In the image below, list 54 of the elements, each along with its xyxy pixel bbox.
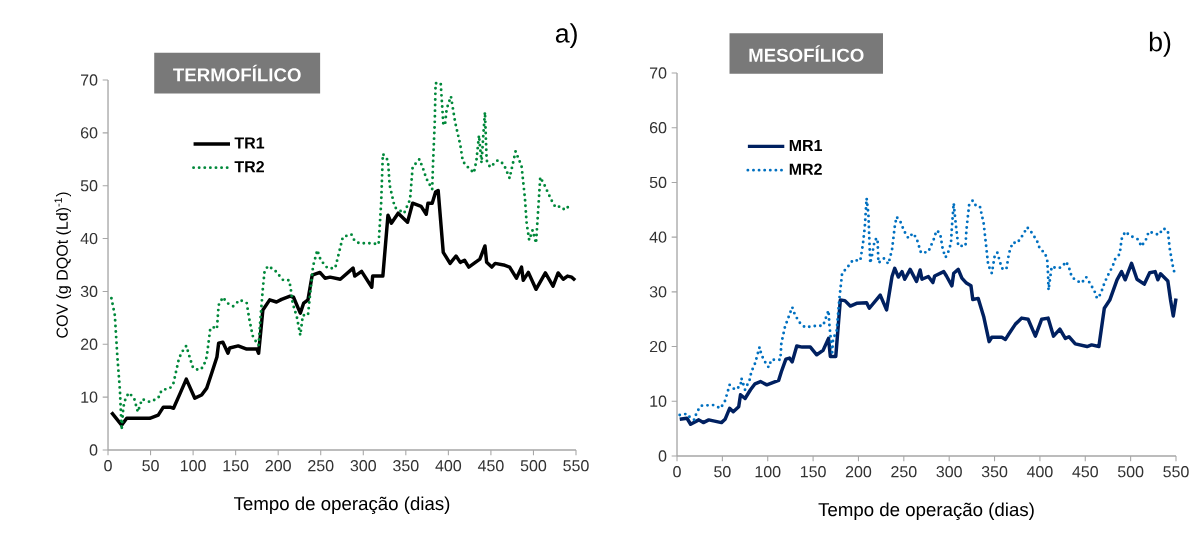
x-tick-label: 550: [563, 460, 589, 472]
x-tick-label: 400: [435, 460, 462, 472]
x-tick-label: 400: [1026, 466, 1053, 478]
x-tick-label: 150: [223, 460, 249, 472]
y-tick-label: 20: [649, 340, 667, 353]
line-series: [678, 196, 1176, 422]
y-tick-label: 70: [649, 67, 667, 79]
y-tick-label: 0: [658, 450, 667, 462]
x-tick-label: 350: [981, 466, 1008, 478]
y-tick-label: 30: [649, 286, 667, 298]
text: b): [1149, 31, 1171, 57]
x-tick-label: 250: [891, 466, 917, 478]
x-tick-label: 250: [308, 460, 334, 472]
line-series: [677, 261, 1178, 426]
line-series: [109, 188, 577, 427]
x-tick-label: 50: [142, 460, 159, 472]
y-tick-label: 10: [81, 391, 98, 403]
x-tick-label: 300: [350, 460, 376, 472]
legend-label: MR1: [789, 139, 823, 151]
legend-label: MR2: [789, 163, 822, 175]
x-tick-label: 150: [800, 466, 826, 478]
y-tick-label: 10: [650, 395, 667, 407]
legend-label: TR2: [234, 161, 264, 173]
y-tick-label: 50: [649, 176, 667, 189]
y-tick-label: 50: [80, 180, 98, 192]
text: a): [555, 23, 577, 49]
x-tick-label: 50: [714, 466, 731, 478]
y-tick-label: 70: [80, 74, 98, 86]
legend-label: TR1: [234, 137, 265, 149]
x-tick-label: 200: [265, 460, 291, 472]
x-tick-label: 100: [180, 460, 206, 472]
y-tick-label: 40: [649, 231, 667, 243]
y-tick-label: 40: [80, 232, 98, 245]
x-tick-label: 0: [104, 460, 112, 472]
x-axis-title: Tempo de operação (dias): [818, 502, 1034, 520]
y-tick-label: 0: [89, 444, 98, 456]
x-tick-label: 500: [1117, 466, 1144, 478]
y-axis-title: COV (g DQOt (Ld)$^{-1}$): [54, 192, 72, 338]
x-tick-label: 0: [673, 466, 681, 478]
x-tick-label: 500: [520, 460, 547, 472]
x-tick-label: 550: [1163, 466, 1189, 478]
x-axis-title: Tempo de operação (dias): [233, 496, 450, 514]
chart-title: TERMOFÍLICO: [173, 64, 301, 82]
x-tick-label: 300: [936, 466, 962, 478]
x-tick-label: 200: [845, 466, 872, 478]
x-tick-label: 350: [393, 460, 419, 472]
y-tick-label: 60: [80, 127, 98, 139]
y-tick-label: 30: [80, 285, 98, 298]
y-tick-label: 60: [649, 122, 667, 134]
x-tick-label: 100: [755, 466, 781, 478]
x-tick-label: 450: [1072, 466, 1098, 478]
y-tick-label: 20: [80, 338, 98, 350]
chart-title: MESOFÍLICO: [749, 45, 864, 62]
x-tick-label: 450: [477, 460, 504, 472]
